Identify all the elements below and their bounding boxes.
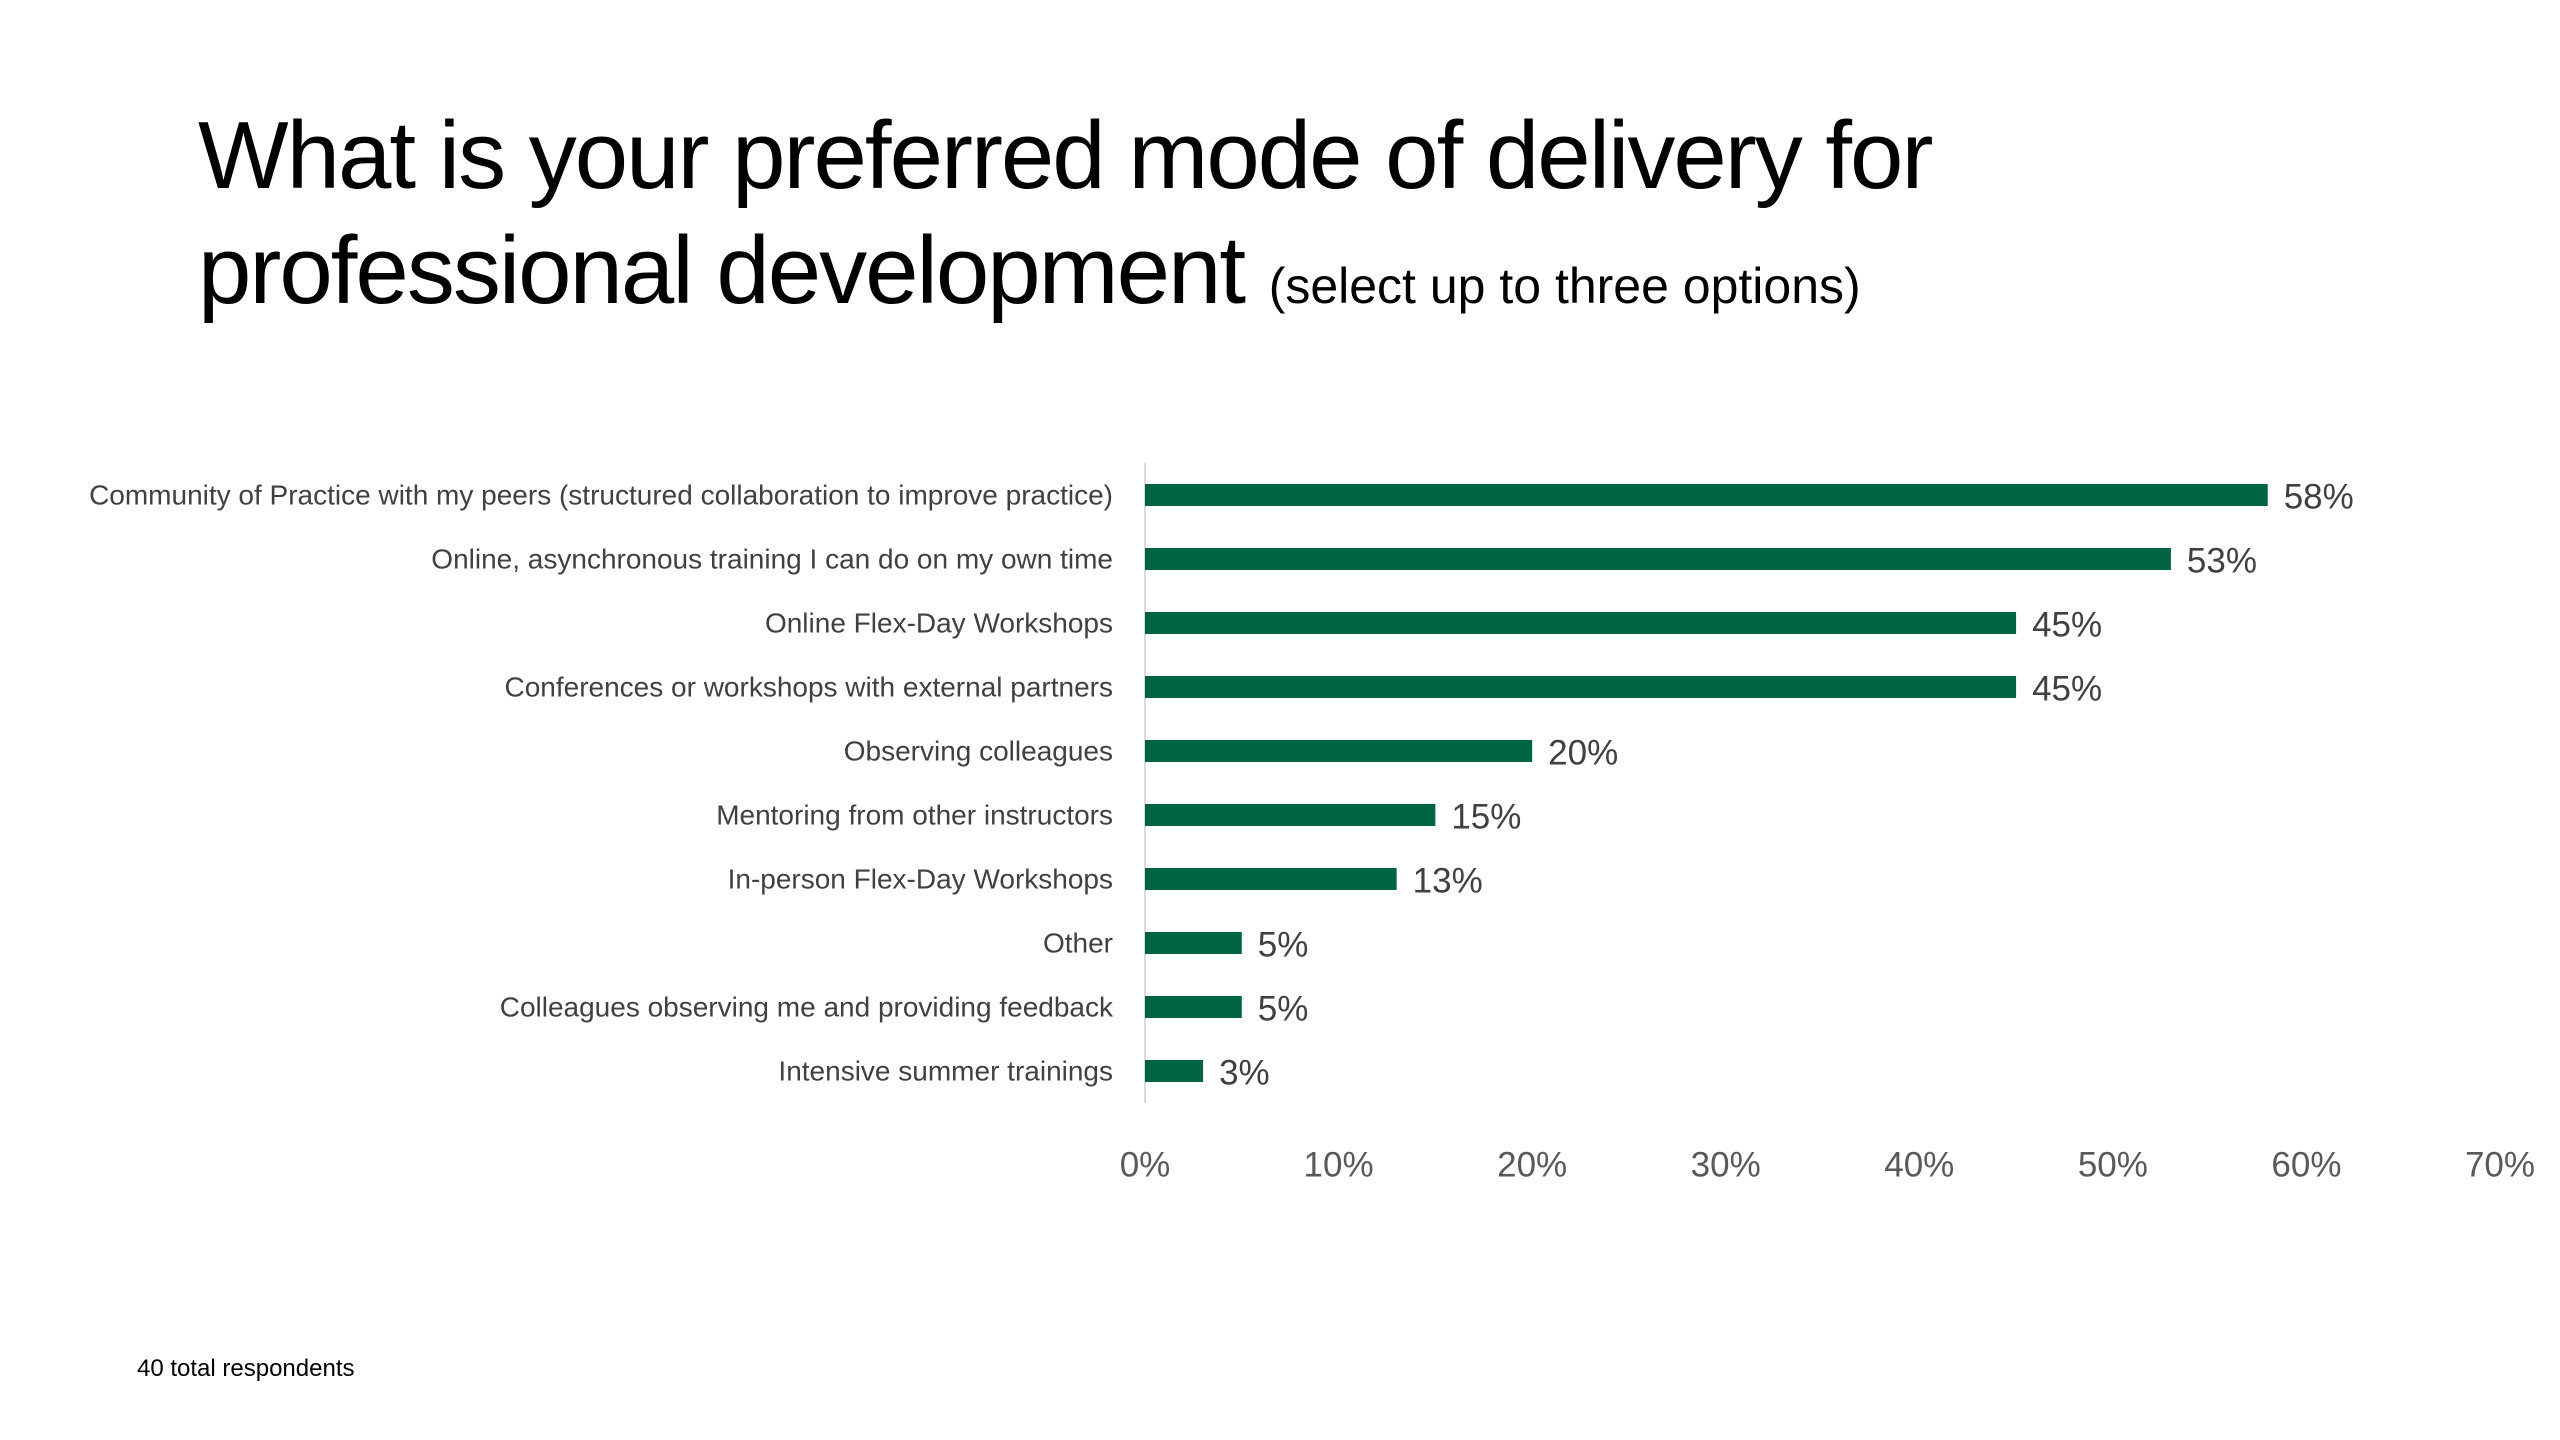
data-label: 58% [2284,478,2354,517]
bar [1145,804,1436,826]
category-label: Online, asynchronous training I can do o… [431,544,1113,575]
bar [1145,548,2171,570]
bar [1145,1060,1204,1082]
bar [1145,996,1242,1018]
x-tick-label: 10% [1304,1146,1374,1185]
category-label: Mentoring from other instructors [716,800,1113,831]
data-label: 53% [2187,542,2257,581]
bar [1145,740,1533,762]
category-label: Community of Practice with my peers (str… [89,480,1113,511]
footnote: 40 total respondents [137,1355,355,1382]
data-label: 13% [1413,862,1483,901]
data-label: 20% [1548,734,1618,773]
data-label: 15% [1451,798,1521,837]
x-tick-label: 60% [2271,1146,2341,1185]
x-tick-label: 50% [2078,1146,2148,1185]
category-label: In-person Flex-Day Workshops [728,864,1113,895]
x-tick-label: 0% [1120,1146,1171,1185]
category-label: Intensive summer trainings [778,1056,1113,1087]
category-label: Conferences or workshops with external p… [504,672,1113,703]
bar [1145,676,2017,698]
bar [1145,868,1397,890]
data-label: 5% [1258,926,1309,965]
x-tick-label: 20% [1497,1146,1567,1185]
data-label: 3% [1219,1054,1270,1093]
chart-subtitle: (select up to three options) [1268,258,1861,314]
data-label: 45% [2032,606,2102,645]
category-label: Online Flex-Day Workshops [765,608,1113,639]
bar [1145,612,2017,634]
title-text: What is your preferred mode of delivery … [198,102,1933,324]
category-label: Colleagues observing me and providing fe… [500,992,1114,1023]
bar [1145,932,1242,954]
chart-title: What is your preferred mode of delivery … [198,98,2198,344]
bar-chart: Community of Practice with my peers (str… [89,463,2535,1185]
category-label: Other [1043,928,1113,959]
category-label: Observing colleagues [844,736,1113,767]
bar [1145,484,2268,506]
x-tick-label: 30% [1691,1146,1761,1185]
x-tick-label: 40% [1884,1146,1954,1185]
data-label: 5% [1258,990,1309,1029]
x-tick-label: 70% [2465,1146,2535,1185]
data-label: 45% [2032,670,2102,709]
